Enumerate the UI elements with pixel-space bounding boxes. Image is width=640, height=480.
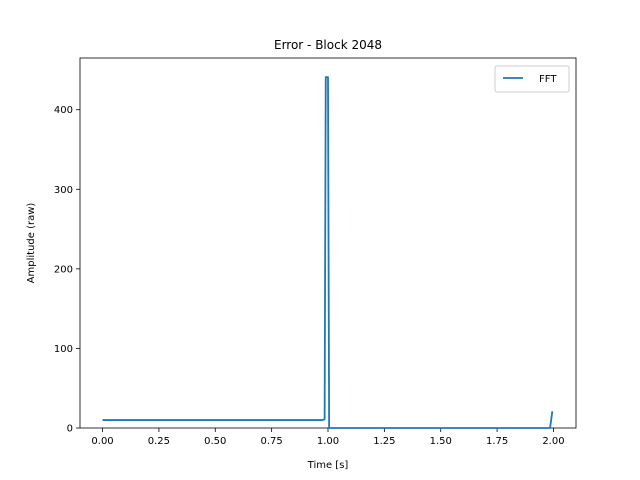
y-tick-label: 400 — [54, 105, 73, 116]
y-axis-ticks: 0 100 200 300 400 — [54, 105, 80, 435]
chart-title: Error - Block 2048 — [274, 38, 382, 52]
legend-label-fft: FFT — [539, 74, 557, 85]
series-line-fft — [102, 76, 554, 429]
x-axis-ticks: 0.00 0.25 0.50 0.75 1.00 1.25 1.50 1.75 2.00 — [91, 428, 565, 447]
legend: FFT — [494, 65, 570, 93]
y-tick-label: 0 — [67, 424, 73, 435]
x-tick-label: 0.25 — [148, 436, 170, 447]
y-tick-label: 200 — [54, 264, 73, 275]
x-tick-label: 0.50 — [204, 436, 226, 447]
x-tick-label: 0.75 — [261, 436, 283, 447]
x-tick-label: 1.00 — [317, 436, 339, 447]
y-tick-label: 300 — [54, 185, 73, 196]
x-tick-label: 1.75 — [486, 436, 508, 447]
y-axis-label: Amplitude (raw) — [26, 203, 37, 284]
x-tick-label: 0.00 — [91, 436, 113, 447]
x-tick-label: 1.25 — [373, 436, 395, 447]
series-group — [102, 76, 554, 429]
y-tick-label: 100 — [54, 344, 73, 355]
x-axis-label: Time [s] — [307, 460, 349, 471]
legend-box — [494, 65, 570, 93]
x-tick-label: 1.50 — [430, 436, 452, 447]
x-tick-label: 2.00 — [542, 436, 564, 447]
